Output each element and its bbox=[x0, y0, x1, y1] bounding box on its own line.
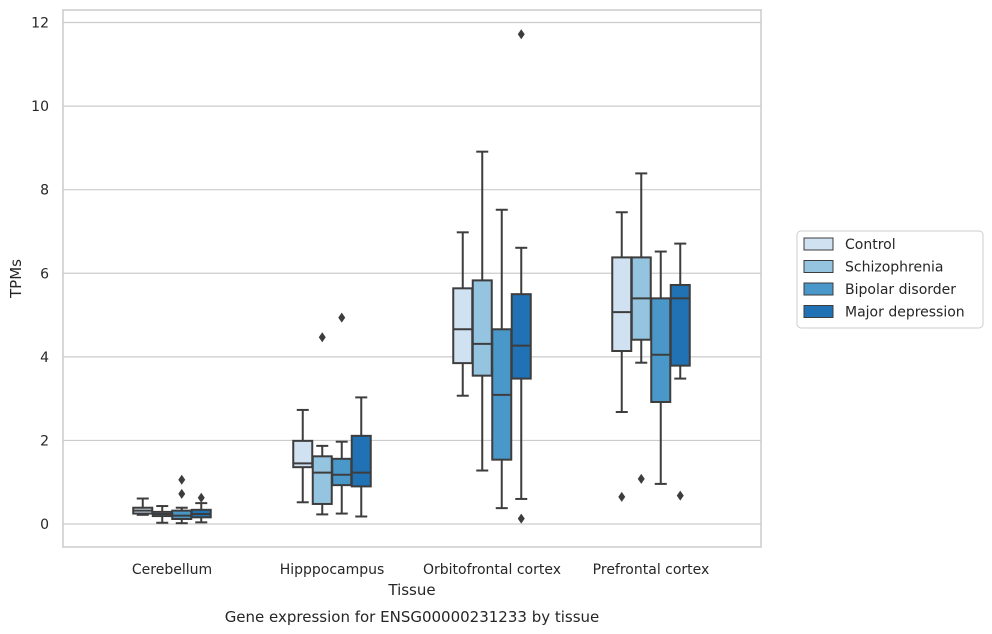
outlier-point bbox=[197, 492, 205, 503]
figure-caption: Gene expression for ENSG00000231233 by t… bbox=[225, 608, 600, 626]
plot-area-frame bbox=[62, 9, 762, 548]
box bbox=[311, 455, 333, 505]
x-tick-label: Cerebellum bbox=[132, 562, 212, 578]
legend-frame bbox=[796, 230, 984, 329]
box bbox=[331, 457, 353, 487]
legend-swatch bbox=[803, 282, 834, 296]
outlier-point bbox=[676, 490, 684, 501]
box bbox=[471, 279, 493, 377]
y-tick-label: 2 bbox=[40, 433, 49, 449]
box-groups bbox=[132, 29, 691, 525]
box-group bbox=[292, 312, 372, 518]
y-tick-label: 8 bbox=[40, 183, 49, 199]
x-tick-label: Hipppocampus bbox=[280, 562, 385, 578]
box bbox=[650, 297, 672, 403]
legend-swatch bbox=[803, 260, 834, 273]
legend-label: Control bbox=[845, 237, 896, 253]
y-axis-label: TPMs bbox=[7, 259, 25, 299]
y-tick-label: 10 bbox=[31, 99, 49, 115]
box bbox=[669, 283, 691, 367]
grid-lines bbox=[63, 21, 761, 525]
box bbox=[452, 287, 474, 365]
legend-item: Bipolar disorder bbox=[803, 282, 956, 298]
legend-swatch bbox=[803, 237, 834, 251]
x-tick-label: Orbitofrontal cortex bbox=[423, 562, 561, 578]
y-tick-label: 4 bbox=[40, 350, 49, 366]
box bbox=[350, 434, 372, 488]
box-group bbox=[132, 474, 212, 525]
legend-label: Bipolar disorder bbox=[845, 282, 956, 298]
outlier-point bbox=[517, 29, 525, 40]
box-group bbox=[452, 29, 532, 524]
box-group bbox=[611, 172, 691, 502]
x-tick-labels: Cerebellum Hipppocampus Orbitofrontal cort… bbox=[132, 562, 709, 578]
outlier-point bbox=[318, 332, 326, 343]
legend-label: Major depression bbox=[845, 305, 965, 321]
outlier-point bbox=[178, 488, 186, 499]
legend: Control Schizophrenia Bipolar disorder Majo… bbox=[796, 230, 984, 329]
box bbox=[510, 293, 532, 380]
x-tick-label: Prefrontal cortex bbox=[593, 562, 710, 578]
y-tick-label: 12 bbox=[31, 16, 49, 32]
legend-item: Control bbox=[803, 237, 896, 253]
legend-label: Schizophrenia bbox=[845, 260, 943, 276]
y-tick-label: 6 bbox=[40, 266, 49, 282]
y-tick-label: 0 bbox=[40, 517, 49, 533]
outlier-point bbox=[637, 473, 645, 484]
box bbox=[611, 256, 633, 353]
outlier-point bbox=[178, 474, 186, 485]
box bbox=[292, 439, 314, 469]
legend-item: Major depression bbox=[803, 305, 965, 321]
legend-swatch bbox=[803, 305, 834, 318]
x-axis-label: Tissue bbox=[387, 581, 435, 599]
outlier-point bbox=[338, 312, 346, 323]
y-tick-labels: 0 2 4 6 8 10 12 bbox=[31, 16, 49, 533]
legend-item: Schizophrenia bbox=[803, 260, 943, 276]
outlier-point bbox=[618, 491, 626, 502]
outlier-point bbox=[517, 513, 525, 524]
